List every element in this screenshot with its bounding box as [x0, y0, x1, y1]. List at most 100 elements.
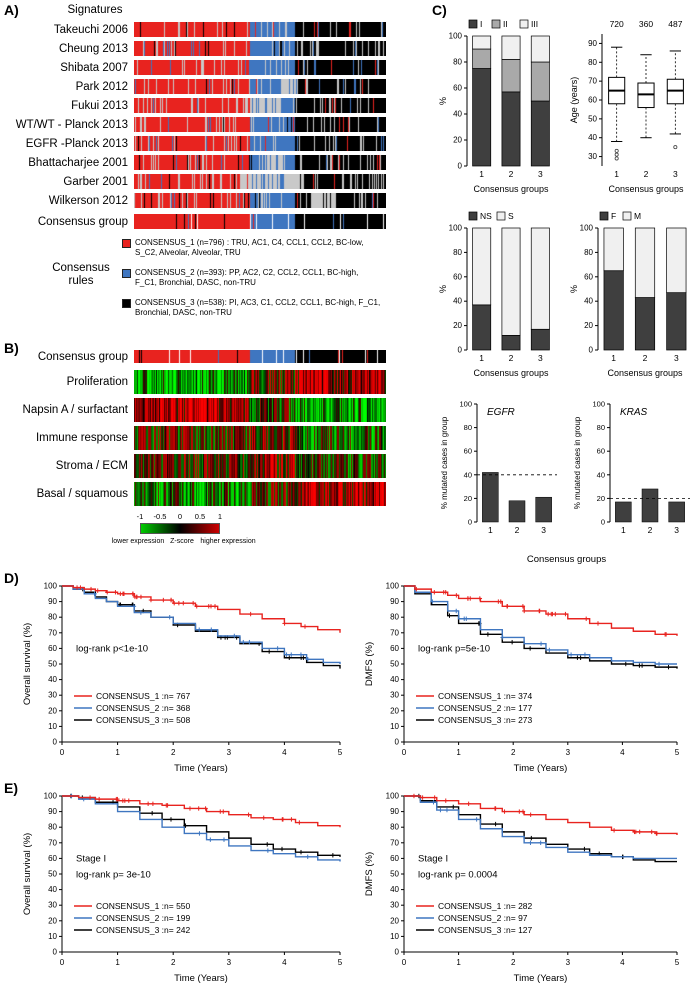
- svg-text:3: 3: [674, 525, 679, 535]
- svg-text:80: 80: [588, 58, 597, 67]
- svg-text:100: 100: [386, 582, 400, 591]
- svg-text:1: 1: [611, 353, 616, 363]
- expression-row-label: Stroma / ECM: [55, 460, 128, 472]
- signature-label: Shibata 2007: [60, 61, 128, 74]
- svg-text:CONSENSUS_2 :n= 368: CONSENSUS_2 :n= 368: [96, 703, 191, 713]
- svg-text:0: 0: [468, 518, 472, 527]
- svg-text:2: 2: [171, 748, 176, 757]
- svg-text:40: 40: [390, 675, 399, 684]
- svg-text:2: 2: [644, 169, 649, 179]
- svg-text:80: 80: [390, 613, 399, 622]
- svg-text:50: 50: [390, 660, 399, 669]
- svg-text:4: 4: [282, 958, 287, 967]
- svg-text:20: 20: [48, 916, 57, 925]
- zscore-tick-label: 0.5: [194, 512, 206, 521]
- consensus-rule-entry: CONSENSUS_1 (n=796) : TRU, AC1, C4, CCL1…: [122, 238, 388, 258]
- svg-text:90: 90: [390, 807, 399, 816]
- consensus-group-row-b: Consensus group: [0, 350, 386, 363]
- svg-text:40: 40: [588, 133, 597, 142]
- svg-text:2: 2: [643, 353, 648, 363]
- signature-rows: Takeuchi 2006 Cheung 2013 Shibata 2007 Park…: [0, 20, 400, 210]
- stage-distribution-chart: 0 20 40 60 80 100% 1 2 3 Consensus groups I II III: [437, 16, 559, 201]
- expression-heatmap-bar: [134, 398, 386, 422]
- svg-text:%: %: [438, 97, 448, 105]
- signature-cluster-bar: [134, 174, 386, 189]
- svg-text:90: 90: [390, 597, 399, 606]
- svg-text:40: 40: [453, 297, 462, 306]
- svg-text:CONSENSUS_1 :n= 374: CONSENSUS_1 :n= 374: [438, 691, 533, 701]
- consensus-rules-label: Consensus rules: [52, 262, 110, 287]
- svg-text:50: 50: [588, 114, 597, 123]
- zscore-scale-ticks: -1 -0.5 0 0.5 1: [0, 512, 400, 522]
- svg-text:70: 70: [390, 838, 399, 847]
- panel-d-label: D): [4, 570, 19, 586]
- svg-text:100: 100: [44, 792, 58, 801]
- svg-text:1: 1: [115, 748, 120, 757]
- svg-text:3: 3: [673, 169, 678, 179]
- svg-text:100: 100: [459, 400, 472, 409]
- consensus-group-row-a: Consensus group: [0, 214, 386, 229]
- svg-text:360: 360: [639, 19, 653, 29]
- svg-text:0: 0: [458, 346, 463, 355]
- svg-text:60: 60: [464, 447, 472, 456]
- svg-text:80: 80: [390, 823, 399, 832]
- svg-text:Time (Years): Time (Years): [174, 973, 228, 984]
- svg-text:1: 1: [456, 958, 461, 967]
- svg-text:% mutated cases in group: % mutated cases in group: [440, 416, 449, 509]
- consensus-rule-text: CONSENSUS_2 (n=393): PP, AC2, C2, CCL2, …: [135, 268, 359, 287]
- svg-text:40: 40: [584, 297, 593, 306]
- consensus-group-label-b: Consensus group: [37, 350, 128, 363]
- signature-label: Park 2012: [75, 80, 128, 93]
- svg-text:NS: NS: [480, 211, 492, 221]
- signature-row: Takeuchi 2006: [0, 20, 400, 39]
- zscore-tick-label: -1: [136, 512, 144, 521]
- consensus-group-bar-a: [134, 214, 386, 229]
- svg-text:1: 1: [621, 525, 626, 535]
- svg-text:3: 3: [227, 958, 232, 967]
- expression-heatmap-bar: [134, 454, 386, 478]
- svg-text:30: 30: [48, 691, 57, 700]
- svg-text:CONSENSUS_2 :n= 177: CONSENSUS_2 :n= 177: [438, 703, 533, 713]
- consensus-group-bar-b: [134, 350, 386, 363]
- svg-text:DMFS (%): DMFS (%): [364, 852, 375, 896]
- consensus-rule-text: CONSENSUS_1 (n=796) : TRU, AC1, C4, CCL1…: [135, 238, 364, 257]
- svg-text:Overall survival (%): Overall survival (%): [22, 833, 33, 915]
- zscore-scale: -1 -0.5 0 0.5 1 lower expression Z-score hig…: [0, 512, 400, 556]
- svg-text:80: 80: [597, 423, 605, 432]
- svg-text:20: 20: [453, 321, 462, 330]
- svg-text:90: 90: [48, 597, 57, 606]
- svg-text:II: II: [503, 19, 508, 29]
- signature-cluster-bar: [134, 155, 386, 170]
- svg-text:5: 5: [675, 748, 680, 757]
- expression-row-label: Napsin A / surfactant: [22, 404, 128, 416]
- signature-cluster-bar: [134, 41, 386, 56]
- svg-text:%: %: [569, 285, 579, 293]
- svg-text:CONSENSUS_1 :n= 282: CONSENSUS_1 :n= 282: [438, 901, 533, 911]
- svg-text:Stage I: Stage I: [418, 854, 448, 865]
- expression-row: Stroma / ECM: [0, 452, 400, 480]
- svg-text:80: 80: [464, 423, 472, 432]
- smoking-status-chart: 0 20 40 60 80 100% 1 2 3 Consensus groups NS S: [437, 208, 559, 385]
- svg-text:1: 1: [479, 353, 484, 363]
- kras-mutation-chart: 0 20 40 60 80 100 % mutated cases in group KRAS…: [570, 392, 696, 555]
- svg-text:100: 100: [449, 224, 463, 233]
- svg-text:60: 60: [48, 644, 57, 653]
- svg-text:70: 70: [48, 628, 57, 637]
- signature-row: WT/WT - Planck 2013: [0, 115, 400, 134]
- svg-text:CONSENSUS_3 :n= 273: CONSENSUS_3 :n= 273: [438, 715, 533, 725]
- svg-text:2: 2: [511, 958, 516, 967]
- consensus-rule-entry: CONSENSUS_2 (n=393): PP, AC2, C2, CCL2, …: [122, 268, 388, 288]
- svg-text:90: 90: [588, 39, 597, 48]
- svg-text:5: 5: [338, 748, 343, 757]
- svg-text:40: 40: [464, 470, 472, 479]
- expression-row: Napsin A / surfactant: [0, 396, 400, 424]
- svg-text:Consensus groups: Consensus groups: [608, 184, 684, 194]
- signature-label: Bhattacharjee 2001: [28, 156, 128, 169]
- signature-cluster-bar: [134, 22, 386, 37]
- consensus-color-swatch: [122, 299, 131, 308]
- svg-text:720: 720: [610, 19, 624, 29]
- svg-text:60: 60: [588, 96, 597, 105]
- svg-text:0: 0: [53, 738, 58, 747]
- panel-b-label: B): [4, 340, 19, 356]
